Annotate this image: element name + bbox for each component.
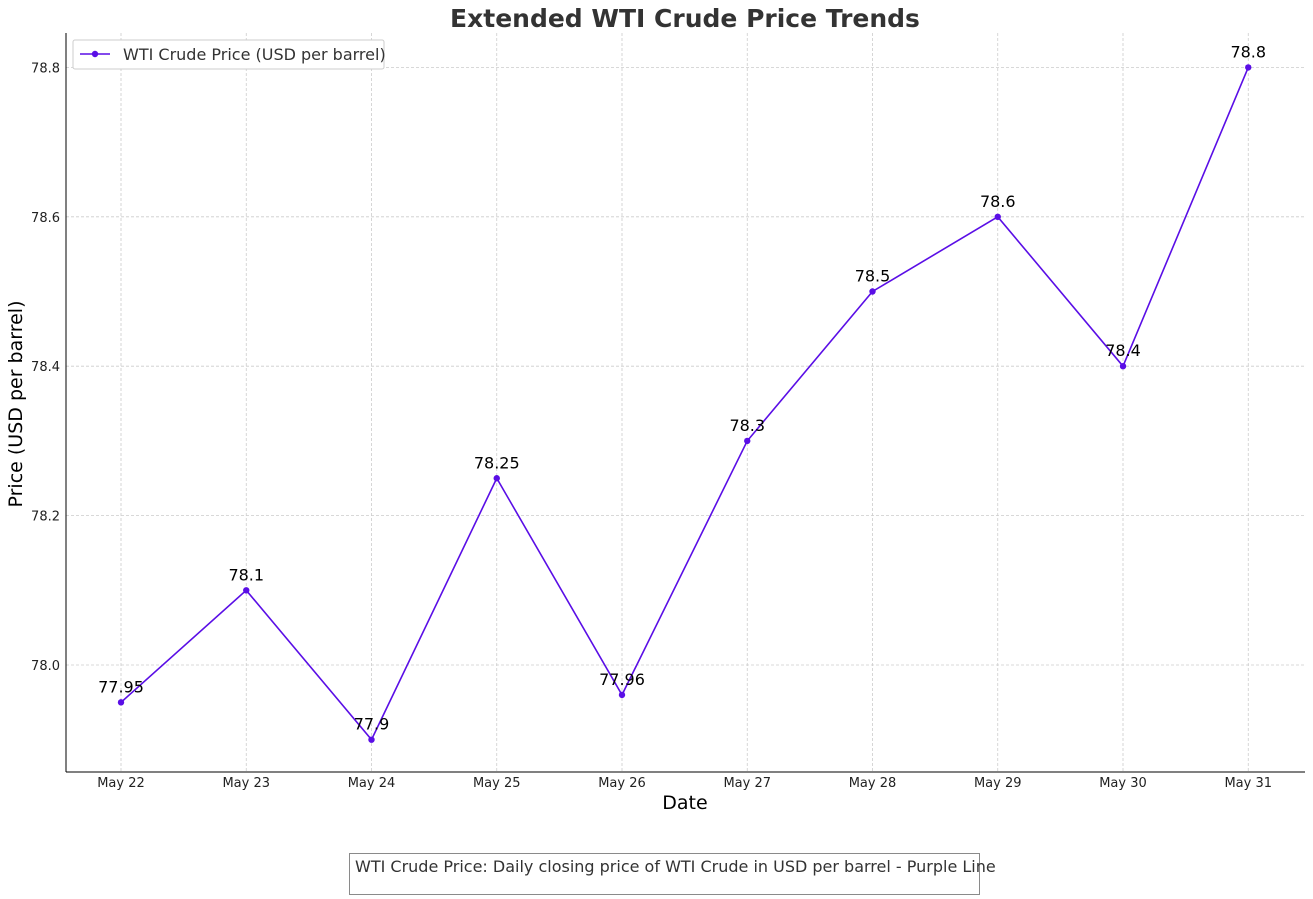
data-labels: 77.95 78.1 77.9 78.25 77.96 78.3 78.5 78.6 78.4 7… [98, 42, 1266, 733]
data-label: 78.3 [729, 416, 765, 435]
data-label: 78.8 [1230, 42, 1266, 61]
data-label: 77.96 [599, 670, 645, 689]
x-tick-label: May 26 [598, 776, 646, 791]
data-label: 77.95 [98, 677, 144, 696]
y-tick-label: 78.4 [31, 360, 60, 375]
data-label: 77.9 [354, 715, 390, 734]
data-point [1245, 64, 1252, 71]
series [117, 64, 1252, 743]
legend-swatch-marker [91, 50, 99, 58]
x-axis-label: Date [662, 792, 707, 814]
data-label: 78.1 [228, 565, 264, 584]
y-axis-label: Price (USD per barrel) [5, 301, 27, 508]
x-tick-label: May 24 [348, 776, 396, 791]
data-label: 78.4 [1105, 341, 1141, 360]
legend-entry-label: WTI Crude Price (USD per barrel) [123, 45, 386, 64]
data-point [117, 699, 125, 706]
axes [65, 33, 1305, 773]
data-point [744, 437, 751, 445]
caption-box: WTI Crude Price: Daily closing price of … [349, 853, 996, 895]
x-tick-label: May 27 [723, 776, 771, 791]
x-tick-label: May 29 [974, 776, 1022, 791]
x-tick-label: May 23 [222, 776, 270, 791]
grid [66, 33, 1305, 772]
legend: WTI Crude Price (USD per barrel) [72, 39, 386, 70]
chart-title: Extended WTI Crude Price Trends [450, 4, 920, 33]
x-tick-label: May 28 [849, 776, 897, 791]
data-label: 78.6 [980, 192, 1016, 211]
data-point [1119, 363, 1127, 370]
x-tick-label: May 22 [97, 776, 145, 791]
y-tick-label: 78.6 [31, 211, 60, 226]
x-tick-label: May 25 [473, 776, 521, 791]
data-point [368, 736, 375, 743]
data-point [869, 288, 876, 295]
data-point [994, 213, 1001, 220]
data-label: 78.25 [474, 453, 520, 472]
data-point [618, 691, 626, 699]
y-tick-label: 78.8 [31, 61, 60, 76]
x-tick-label: May 30 [1099, 776, 1147, 791]
tick-labels: May 22 May 23 May 24 May 25 May 26 May 27 May … [31, 61, 1272, 791]
y-tick-label: 78.2 [31, 510, 60, 525]
data-label: 78.5 [855, 267, 891, 286]
data-point [243, 587, 250, 594]
data-point [493, 475, 500, 482]
x-tick-label: May 31 [1224, 776, 1272, 791]
caption-text: WTI Crude Price: Daily closing price of … [355, 857, 996, 876]
series-line [120, 67, 1249, 742]
legend-box [72, 39, 385, 70]
y-tick-label: 78.0 [31, 659, 60, 674]
